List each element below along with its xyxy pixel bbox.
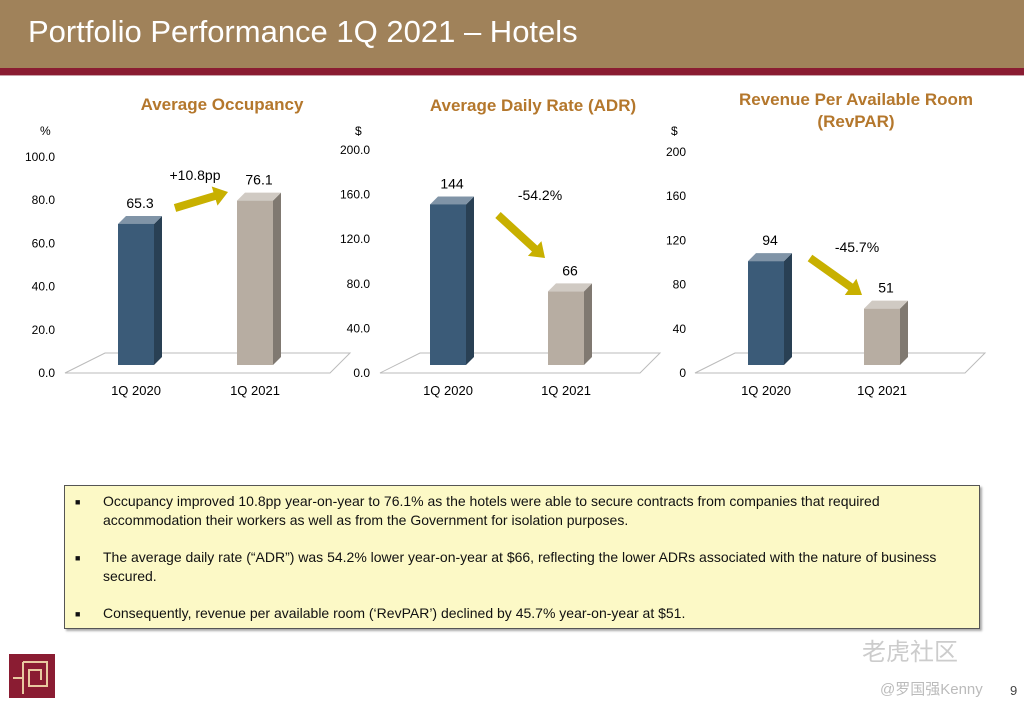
header-divider [0, 68, 1024, 76]
unit-label: $ [355, 124, 362, 138]
bar-top [748, 253, 792, 262]
y-tick-label: 40 [673, 322, 687, 336]
x-tick-label: 1Q 2021 [230, 383, 280, 398]
bullet-icon: ■ [75, 609, 81, 619]
y-tick-label: 160.0 [340, 188, 370, 202]
y-tick-label: 80 [673, 278, 687, 292]
chart-floor [694, 352, 987, 374]
page-title: Portfolio Performance 1Q 2021 – Hotels [28, 14, 578, 49]
y-tick-label: 200.0 [340, 143, 370, 157]
x-tick-label: 1Q 2021 [857, 383, 907, 398]
change-label: -54.2% [518, 187, 562, 203]
bar-top [430, 196, 474, 205]
y-tick-label: 80.0 [32, 193, 56, 207]
bar-top [548, 283, 592, 292]
bar-top [118, 215, 162, 224]
data-label: 51 [878, 280, 894, 296]
bar-top [864, 300, 908, 309]
chart-title: Average Daily Rate (ADR) [430, 96, 636, 115]
y-tick-label: 0.0 [353, 366, 370, 380]
y-tick-label: 100.0 [25, 150, 55, 164]
data-label: 66 [562, 262, 578, 278]
header-bar: Portfolio Performance 1Q 2021 – Hotels [0, 0, 1024, 68]
bar-1Q-2021 [237, 200, 273, 365]
change-arrow-icon [495, 212, 545, 258]
bullet-icon: ■ [75, 553, 81, 563]
bullet-text: The average daily rate (“ADR”) was 54.2%… [103, 549, 937, 584]
unit-label: % [40, 124, 51, 138]
data-label: 76.1 [245, 172, 272, 188]
unit-label: $ [671, 124, 678, 138]
x-tick-label: 1Q 2020 [741, 383, 791, 398]
bar-1Q-2020 [430, 204, 466, 365]
x-tick-label: 1Q 2021 [541, 383, 591, 398]
bullet-text: Occupancy improved 10.8pp year-on-year t… [103, 493, 880, 528]
data-label: 144 [440, 175, 464, 191]
bar-1Q-2021 [864, 308, 900, 365]
chart-floor [379, 352, 662, 374]
bar-side [784, 253, 792, 365]
data-label: 94 [762, 232, 778, 248]
page-number: 9 [1010, 683, 1018, 698]
bullet-icon: ■ [75, 497, 81, 507]
y-tick-label: 0.0 [38, 366, 55, 380]
bullet-item: ■ The average daily rate (“ADR”) was 54.2… [75, 548, 967, 586]
x-tick-label: 1Q 2020 [111, 383, 161, 398]
bar-side [154, 215, 162, 365]
y-tick-label: 200 [666, 145, 686, 159]
charts: Average Occupancy% 0.0 20.0 40.0 60.0 80.0 100… [25, 90, 987, 398]
chart-title: Average Occupancy [141, 95, 304, 114]
bar-side [466, 196, 474, 365]
chart-subtitle: (RevPAR) [817, 112, 894, 131]
change-label: +10.8pp [170, 167, 221, 183]
y-tick-label: 80.0 [347, 277, 371, 291]
commentary-box: ■ Occupancy improved 10.8pp year-on-year … [64, 485, 980, 629]
bar-1Q-2021 [548, 291, 584, 365]
y-tick-label: 40.0 [32, 280, 56, 294]
bar-1Q-2020 [748, 261, 784, 365]
y-tick-label: 160 [666, 189, 686, 203]
chart-title: Revenue Per Available Room [739, 90, 973, 109]
y-tick-label: 40.0 [347, 321, 371, 335]
bar-side [900, 300, 908, 365]
x-tick-label: 1Q 2020 [423, 383, 473, 398]
bullet-item: ■ Consequently, revenue per available roo… [75, 604, 967, 624]
change-arrow-icon [807, 254, 862, 296]
bar-side [584, 283, 592, 365]
chart-floor [64, 352, 352, 374]
y-tick-label: 120 [666, 233, 686, 247]
y-tick-label: 120.0 [340, 232, 370, 246]
data-label: 65.3 [126, 195, 153, 211]
bullet-text: Consequently, revenue per available room… [103, 605, 686, 621]
bar-1Q-2020 [118, 223, 154, 365]
y-tick-label: 20.0 [32, 323, 56, 337]
company-logo [9, 654, 55, 698]
change-label: -45.7% [835, 239, 879, 255]
bullet-item: ■ Occupancy improved 10.8pp year-on-year … [75, 492, 967, 530]
watermark-brand: 老虎社区 [862, 639, 958, 666]
change-arrow-icon [173, 186, 228, 212]
y-tick-label: 0 [679, 366, 686, 380]
bar-top [237, 192, 281, 201]
bar-side [273, 192, 281, 365]
y-tick-label: 60.0 [32, 236, 56, 250]
watermark-user: @罗国强Kenny [880, 681, 983, 698]
